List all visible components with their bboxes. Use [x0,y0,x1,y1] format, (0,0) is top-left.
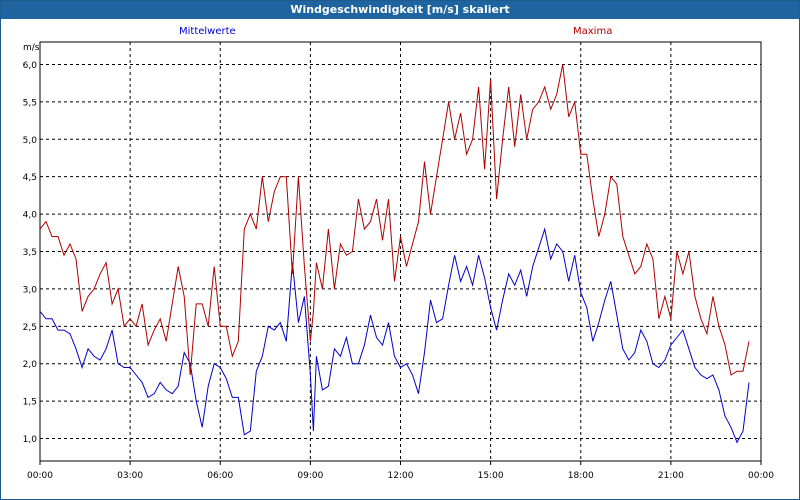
legend-mean: Mittelwerte [179,26,236,37]
series-line-mittelwerte [39,227,750,444]
y-tick-label: 6,0 [23,61,38,71]
y-tick-label: 3,5 [23,248,37,258]
x-tick-time-label: 21:00 [658,471,684,481]
x-tick-time-label: 00:00 [27,471,53,481]
x-tick-time-label: 06:00 [207,471,233,481]
x-tick-time-label: 18:00 [568,471,594,481]
x-tick-time-label: 09:00 [297,471,323,481]
legend-max: Maxima [573,26,613,37]
y-tick-label: 4,5 [23,173,37,183]
chart-title: Windgeschwindigkeit [m/s] skaliert [1,1,799,19]
y-tick-label: 2,5 [23,323,37,333]
x-tick-time-label: 00:00 [748,471,774,481]
series-line-maxima [39,64,750,376]
y-tick-label: 1,0 [23,435,38,445]
x-tick-time-label: 03:00 [117,471,143,481]
y-tick-label: 2,0 [23,360,38,370]
y-tick-label: 4,0 [23,211,38,221]
y-tick-label: 5,5 [23,98,37,108]
y-tick-label: 5,0 [23,136,38,146]
wind-speed-chart: 1,01,52,02,53,03,54,04,55,05,56,000:0001… [23,41,774,481]
y-axis-unit-label: m/s [23,43,40,53]
y-tick-label: 3,0 [23,285,38,295]
x-tick-time-label: 15:00 [478,471,504,481]
y-tick-label: 1,5 [23,398,37,408]
x-tick-time-label: 12:00 [388,471,414,481]
